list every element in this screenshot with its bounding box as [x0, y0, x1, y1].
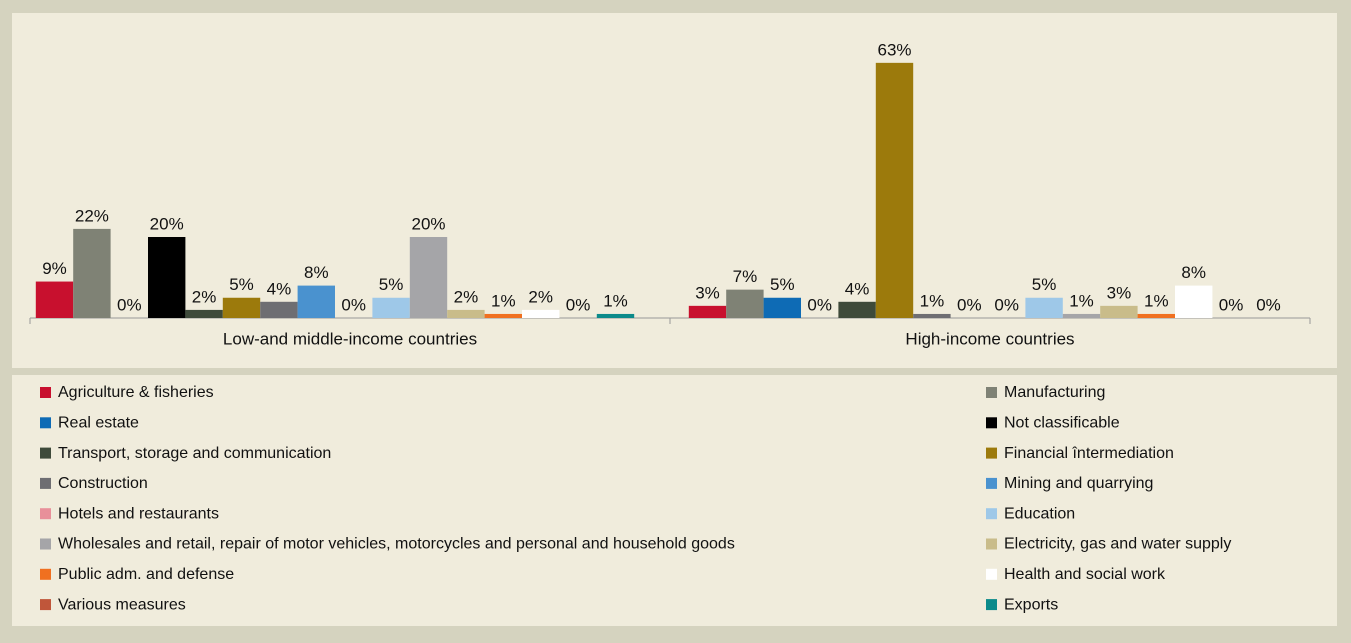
legend-swatch [40, 387, 51, 398]
value-label: 0% [117, 295, 142, 314]
legend-swatch [40, 599, 51, 611]
bar [913, 313, 951, 318]
value-label: 1% [1144, 291, 1169, 310]
legend-label: Financial întermediation [1004, 445, 1174, 462]
value-label: 2% [192, 287, 217, 306]
bar [1025, 297, 1063, 318]
value-label: 9% [42, 259, 67, 278]
legend-swatch [40, 477, 51, 489]
bar [297, 285, 335, 318]
legend-panel [12, 375, 1337, 626]
bar [484, 313, 522, 318]
value-label: 1% [603, 291, 628, 310]
legend-label: Construction [58, 475, 148, 492]
bar [596, 313, 635, 318]
bar [726, 289, 764, 318]
value-label: 5% [770, 275, 795, 294]
legend-swatch [40, 538, 51, 550]
value-label: 0% [1219, 295, 1244, 314]
legend-label: Public adm. and defense [58, 566, 234, 583]
value-label: 7% [733, 267, 758, 286]
value-label: 0% [807, 295, 832, 314]
bar [185, 309, 223, 318]
value-label: 4% [845, 279, 870, 298]
legend-swatch [40, 417, 51, 429]
value-label: 4% [267, 279, 292, 298]
value-label: 5% [229, 275, 254, 294]
legend-swatch [986, 599, 997, 611]
value-label: 2% [528, 287, 553, 306]
legend-label: Not classificable [1004, 415, 1120, 432]
value-label: 3% [1107, 283, 1132, 302]
legend-label: Health and social work [1004, 566, 1166, 583]
x-tick-label: High-income countries [905, 329, 1074, 348]
legend-label: Various measures [58, 596, 186, 613]
legend-swatch [986, 538, 997, 550]
value-label: 0% [566, 295, 591, 314]
legend-label: Real estate [58, 415, 139, 432]
legend-swatch [40, 447, 51, 459]
bar [838, 301, 876, 318]
bar [409, 237, 448, 318]
bar [447, 309, 485, 318]
x-tick-label: Low-and middle-income countries [223, 329, 477, 348]
bar [260, 301, 298, 318]
bar [35, 281, 74, 318]
legend-swatch [986, 447, 997, 459]
value-label: 2% [454, 287, 479, 306]
value-label: 63% [877, 40, 911, 59]
legend-label: Transport, storage and communication [58, 445, 331, 462]
value-label: 1% [920, 291, 945, 310]
bar [875, 62, 914, 318]
value-label: 5% [1032, 275, 1057, 294]
legend-swatch [40, 568, 51, 580]
legend-swatch [986, 387, 997, 398]
legend-label: Electricity, gas and water supply [1004, 536, 1231, 553]
value-label: 8% [1181, 263, 1206, 282]
bar [763, 297, 801, 318]
legend-label: Wholesales and retail, repair of motor v… [58, 536, 735, 553]
bar [1100, 305, 1138, 318]
value-label: 1% [1069, 291, 1094, 310]
bar [1175, 285, 1213, 318]
legend-swatch [986, 508, 997, 520]
value-label: 20% [411, 214, 445, 233]
bar [522, 309, 560, 318]
bar [222, 297, 261, 318]
legend-label: Hotels and restaurants [58, 505, 219, 522]
bar [1062, 313, 1101, 318]
value-label: 8% [304, 263, 329, 282]
legend-swatch [40, 508, 51, 520]
value-label: 22% [75, 206, 109, 225]
value-label: 5% [379, 275, 404, 294]
bar [372, 297, 410, 318]
bar [688, 305, 727, 318]
bar [73, 228, 111, 318]
legend-swatch [986, 477, 997, 489]
legend-label: Education [1004, 505, 1075, 522]
legend-label: Mining and quarrying [1004, 475, 1153, 492]
value-label: 0% [341, 295, 366, 314]
legend-swatch [986, 417, 997, 429]
value-label: 20% [150, 214, 184, 233]
value-label: 0% [994, 295, 1019, 314]
bar [1137, 313, 1175, 318]
legend-swatch [986, 568, 997, 580]
legend-label: Manufacturing [1004, 384, 1105, 401]
value-label: 0% [957, 295, 982, 314]
value-label: 3% [695, 283, 720, 302]
legend-label: Exports [1004, 596, 1058, 613]
value-label: 0% [1256, 295, 1281, 314]
legend-label: Agriculture & fisheries [58, 384, 214, 401]
bar [148, 237, 186, 318]
value-label: 1% [491, 291, 516, 310]
